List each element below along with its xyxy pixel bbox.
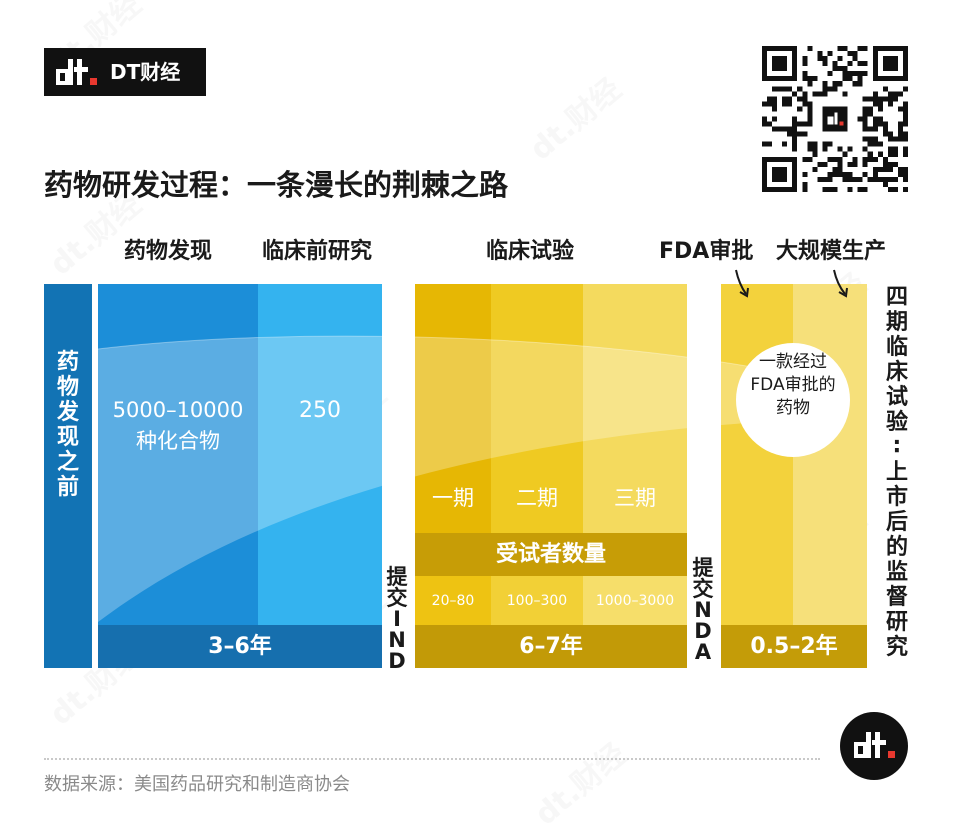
pre-discovery-label: 药物发现之前 [56,350,79,500]
duration-bar-discovery: 3–6年 [98,625,382,668]
watermark: dt.财经 [528,736,634,833]
data-source: 数据来源：美国药品研究和制造商协会 [44,774,350,795]
phase3-label: 三期 [614,486,656,510]
stage-header-discovery: 药物发现 [124,239,213,264]
brand-name: DT财经 [110,60,181,84]
duration-fda-text: 0.5–2年 [750,634,838,659]
phase3-subjects: 1000–3000 [595,593,675,609]
duration-bar-clinical: 6–7年 [415,625,687,668]
brand-logo: DT财经 [44,48,206,96]
dt-logo-icon [854,732,895,758]
phase1-subjects: 20–80 [431,593,475,609]
page-title: 药物研发过程：一条漫长的荆棘之路 [44,168,509,202]
approved-drug-text: 一款经过 FDA审批的 药物 [736,351,850,420]
duration-discovery-text: 3–6年 [208,634,272,659]
stage-header-fda: FDA审批 [659,239,754,264]
preclinical-count: 250 [299,398,341,423]
approved-drug-line2: FDA审批的 [750,375,836,395]
approved-drug-line3: 药物 [776,398,810,418]
pre-discovery-bar [44,284,92,668]
phase2-count-cell [491,576,583,625]
brand-logo-circle [840,712,908,780]
compounds-range: 5000–10000 [112,398,244,422]
subjects-band [415,533,687,576]
phase2-subjects: 100–300 [506,593,568,609]
phase1-column [415,284,491,533]
qr-code[interactable] [762,46,908,192]
watermark: dt.财经 [523,71,629,168]
phase1-count-cell [415,576,491,625]
dt-logo-icon [56,59,97,85]
phase2-label: 二期 [516,486,558,510]
phase1-label: 一期 [432,486,474,510]
stage-header-preclinical: 临床前研究 [262,239,373,264]
stage-header-manufacturing: 大规模生产 [776,239,887,264]
duration-clinical-text: 6–7年 [519,634,583,659]
phase2-column [491,284,583,533]
preclinical-column [258,284,382,625]
discovery-column [98,284,258,625]
phase3-column [583,284,687,533]
duration-bar-fda: 0.5–2年 [721,625,867,668]
phase3-count-cell [583,576,687,625]
compounds-text: 5000–10000 种化合物 [98,395,258,457]
compounds-label: 种化合物 [136,429,220,453]
subjects-label: 受试者数量 [495,542,606,567]
approved-drug-circle [736,343,850,457]
stage-header-clinical: 临床试验 [486,239,575,264]
approved-drug-line1: 一款经过 [759,352,827,372]
phase4-label: 四期临床试验 ∶ 上市后的监督研究 [885,285,908,660]
footer-divider [44,758,820,760]
